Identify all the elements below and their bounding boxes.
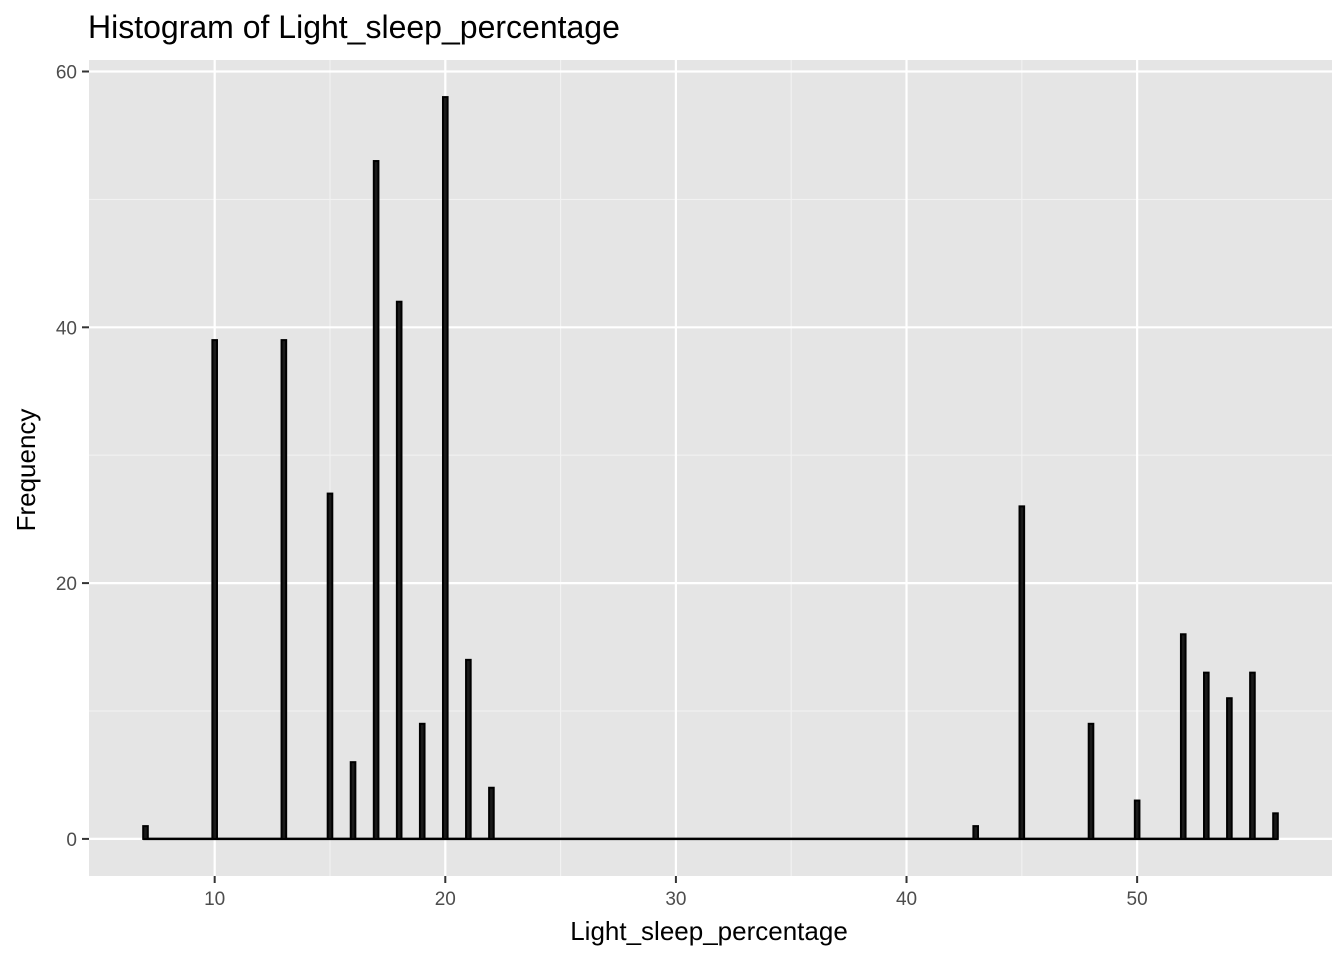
- plot-panel: [89, 60, 1332, 876]
- y-tick-label: 20: [56, 574, 77, 595]
- x-tick-label: 10: [204, 889, 225, 910]
- y-tick-label: 40: [56, 318, 77, 339]
- histogram-bar: [418, 722, 426, 840]
- histogram-bar: [395, 300, 403, 840]
- histogram-bar: [142, 825, 149, 840]
- x-tick-label: 40: [896, 889, 917, 910]
- histogram-bar: [349, 761, 357, 840]
- minor-gridlines: [89, 60, 1332, 876]
- histogram-bar: [1249, 671, 1256, 840]
- histogram-bar: [488, 786, 495, 840]
- y-axis: 0 20 40 60: [56, 63, 89, 851]
- x-axis-title: Light_sleep_percentage: [570, 916, 848, 946]
- histogram-bar: [1272, 812, 1279, 840]
- histogram-bar: [280, 339, 288, 840]
- x-tick-label: 30: [665, 889, 686, 910]
- chart-title: Histogram of Light_sleep_percentage: [88, 9, 620, 45]
- y-tick-label: 60: [56, 63, 77, 84]
- x-tick-label: 50: [1127, 889, 1148, 910]
- histogram-bar: [1018, 505, 1026, 840]
- x-tick-label: 20: [435, 889, 456, 910]
- y-axis-title: Frequency: [11, 409, 41, 532]
- histogram-bar: [1203, 671, 1210, 840]
- histogram-bar: [1133, 799, 1141, 840]
- histogram-bar: [1179, 633, 1187, 840]
- histogram-bar: [1226, 697, 1233, 840]
- histogram-bars: [142, 96, 1279, 841]
- y-tick-label: 0: [66, 830, 77, 851]
- histogram-bar: [441, 96, 449, 840]
- histogram-bar: [972, 825, 980, 840]
- histogram-bar: [326, 492, 334, 840]
- histogram-bar: [372, 160, 380, 840]
- histogram-bar: [1087, 722, 1095, 840]
- histogram-bar: [211, 339, 218, 840]
- x-axis: 10 20 30 40 50: [204, 876, 1148, 910]
- histogram-bar: [465, 658, 472, 840]
